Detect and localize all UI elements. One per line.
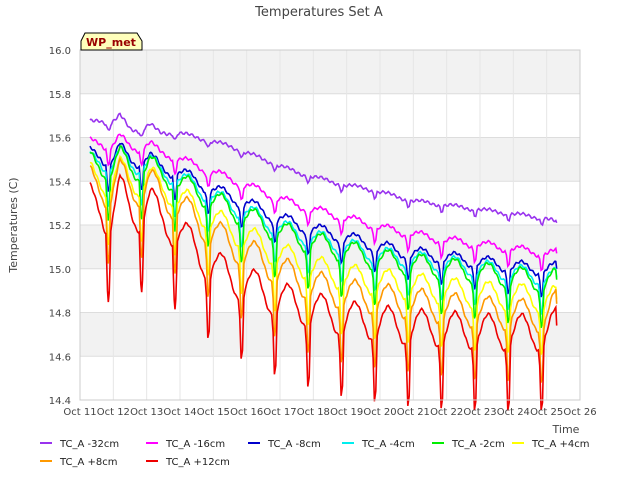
y-tick-label: 15.4 <box>49 177 71 188</box>
legend-label: TC_A +8cm <box>59 457 118 468</box>
legend: TC_A -32cm TC_A -16cm TC_A -8cm TC_A -4cm TC… <box>40 439 590 468</box>
annotation-box <box>80 32 143 51</box>
legend-label: TC_A +12cm <box>165 457 230 468</box>
series-line-8 <box>89 173 558 411</box>
plot-frame <box>79 49 581 401</box>
y-tick-label: 15.6 <box>49 134 71 145</box>
legend-label: TC_A -8cm <box>267 439 321 450</box>
series-layer <box>89 112 558 411</box>
x-tick-label: Oct 15 <box>197 407 230 418</box>
x-tick-label: Oct 17 <box>263 407 296 418</box>
legend-label: TC_A +4cm <box>531 439 590 450</box>
x-tick-label: Oct 25 <box>530 407 563 418</box>
x-tick-label: Oct 14 <box>163 407 196 418</box>
x-tick-label: Oct 11 <box>63 407 96 418</box>
x-tick-label: Oct 24 <box>497 407 530 418</box>
y-tick-labels: 14.4 14.6 14.8 15.0 15.2 15.4 15.6 15.8 16.0 <box>49 46 71 407</box>
x-tick-label: Oct 16 <box>230 407 263 418</box>
x-tick-label: Oct 12 <box>97 407 130 418</box>
x-tick-label: Oct 21 <box>397 407 430 418</box>
y-axis-label: Temperatures (C) <box>7 177 20 273</box>
y-tick-label: 15.2 <box>49 221 71 232</box>
axes <box>79 49 581 401</box>
y-tick-label: 14.4 <box>49 396 71 407</box>
x-axis-label: Time <box>552 423 580 436</box>
legend-label: TC_A -2cm <box>451 439 505 450</box>
y-tick-label: 14.6 <box>49 352 71 363</box>
x-tick-label: Oct 23 <box>463 407 496 418</box>
series-line-1 <box>89 112 558 227</box>
y-tick-label: 16.0 <box>49 46 71 57</box>
x-tick-label: Oct 13 <box>130 407 163 418</box>
x-tick-label: Oct 26 <box>563 407 596 418</box>
station-annotation: WP_met <box>80 32 143 51</box>
x-tick-labels: Oct 11 Oct 12 Oct 13 Oct 14 Oct 15 Oct 16 Oct … <box>63 407 596 418</box>
legend-label: TC_A -4cm <box>361 439 415 450</box>
y-tick-label: 14.8 <box>49 309 71 320</box>
plot-band <box>80 50 580 94</box>
x-tick-label: Oct 22 <box>430 407 463 418</box>
x-tick-label: Oct 20 <box>363 407 396 418</box>
x-tick-label: Oct 18 <box>297 407 330 418</box>
series-line-2 <box>89 133 558 272</box>
legend-label: TC_A -32cm <box>59 439 119 450</box>
y-tick-label: 15.0 <box>49 265 71 276</box>
chart-title: Temperatures Set A <box>254 5 383 20</box>
legend-label: TC_A -16cm <box>165 439 225 450</box>
y-tick-label: 15.8 <box>49 90 71 101</box>
x-tick-label: Oct 19 <box>330 407 363 418</box>
annotation-label: WP_met <box>86 36 136 49</box>
